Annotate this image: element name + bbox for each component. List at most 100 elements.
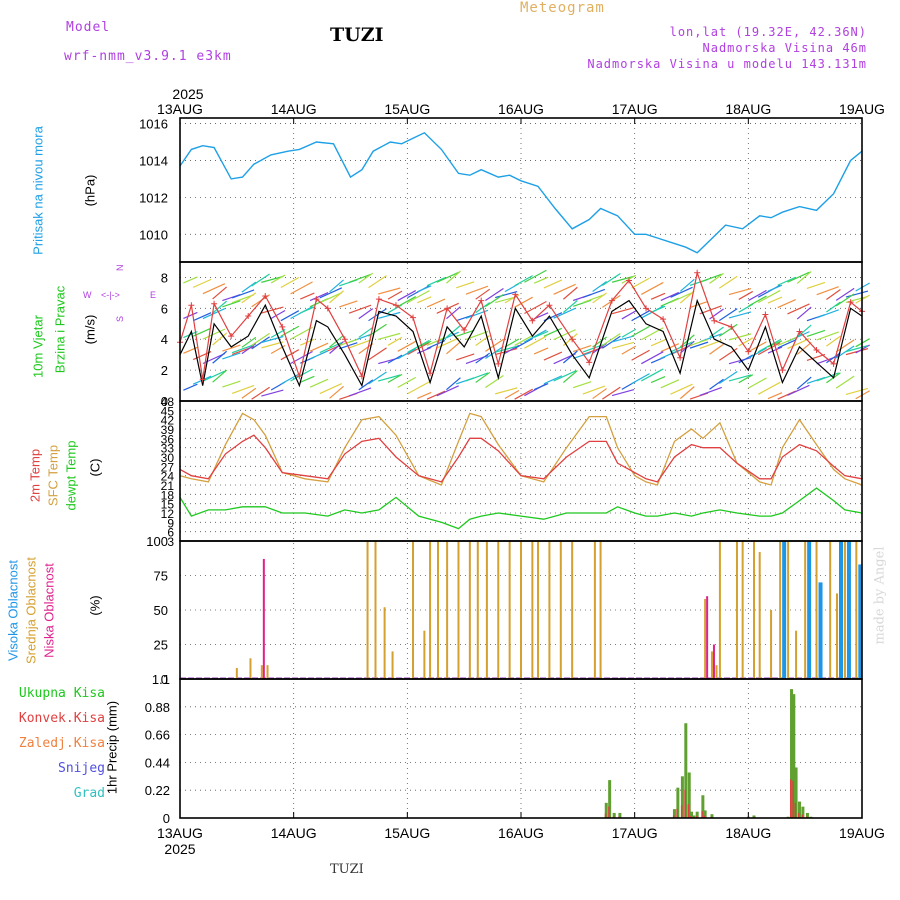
wind-barb (777, 339, 796, 349)
wind-barb (202, 370, 226, 382)
wind-barb (261, 341, 284, 349)
cloud-bar (468, 541, 471, 679)
wind-barb (495, 290, 518, 299)
wind-barb (495, 387, 518, 395)
wind-barb (816, 286, 839, 296)
wind-gust-marker (324, 305, 331, 312)
wind-barb (212, 286, 228, 300)
pressure-tick-label: 1010 (139, 227, 168, 242)
wind-barb (679, 278, 695, 292)
precip-bar (690, 811, 693, 818)
cloud-bar (249, 658, 252, 679)
wind-barb (728, 333, 752, 341)
wind-barb (368, 308, 387, 322)
wind-barb (280, 349, 300, 361)
wind-barb (222, 380, 241, 388)
precip-bar (752, 815, 756, 818)
wind-barb (358, 343, 374, 355)
wind-barb (757, 289, 781, 303)
wind-barb (348, 387, 372, 397)
wind-barb (757, 381, 781, 395)
wind-barb (397, 296, 417, 308)
wind-tick-label: 6 (161, 301, 168, 316)
pressure-tick-label: 1012 (139, 190, 168, 205)
time-label-bottom: 14AUG (271, 825, 317, 841)
temp-tick-label: 3 (167, 535, 174, 549)
wind-barb (212, 332, 228, 346)
temp-tick-label: 42 (161, 414, 175, 428)
wind-barb (358, 308, 374, 320)
wind-barb (514, 337, 533, 349)
cloud-bar (753, 541, 756, 679)
time-label-bottom: 15AUG (384, 825, 430, 841)
cloud-bar (758, 552, 761, 679)
cloud-bar (782, 541, 787, 679)
wind-barb (329, 341, 344, 354)
wind-gust-marker (427, 370, 434, 377)
wind-barb (845, 387, 869, 396)
cloud-tick-label: 75 (154, 569, 168, 584)
wind-barb (485, 338, 504, 352)
wind-gust-marker (569, 336, 576, 343)
wind-gust-marker (625, 277, 632, 284)
cloud-tick-label: 100 (146, 534, 168, 549)
wind-barb (543, 279, 563, 289)
wind-barb (835, 293, 855, 307)
wind-gust-marker (512, 291, 519, 298)
time-label-top: 13AUG (157, 101, 203, 117)
wind-gust-marker (199, 376, 206, 383)
wind-barb (592, 292, 607, 304)
cloud-bar (838, 541, 843, 679)
precip-conv-bar (797, 813, 800, 818)
precip-tick-label: 0.44 (145, 755, 170, 770)
wind-barb (621, 310, 637, 320)
cloud-bar (437, 541, 440, 679)
precip-legend-freezing: Zaledj.Kisa (18, 736, 105, 751)
precip-bar (695, 811, 699, 818)
compass-e: E (150, 290, 156, 300)
time-label-bottom: 13AUG (157, 825, 203, 841)
year-label-bottom: 2025 (164, 841, 195, 857)
wind-barb (533, 330, 549, 338)
wind-gust-marker (358, 373, 365, 380)
wind-barb (835, 287, 855, 301)
precip-bar (790, 689, 794, 818)
wind-barb (582, 288, 606, 298)
pressure-line (179, 131, 863, 254)
time-label-top: 19AUG (839, 101, 885, 117)
dewpt-line (179, 487, 863, 530)
wind-barb (222, 352, 241, 360)
precip-legend-hail: Grad (73, 786, 105, 801)
wind-barb (738, 337, 754, 347)
wind-barb (417, 285, 432, 293)
wind-barb (358, 379, 374, 391)
cloud-bar (383, 607, 386, 679)
wind-gust-marker (495, 360, 502, 367)
wind-barb (660, 349, 680, 359)
precip-conv-bar (703, 815, 706, 818)
wind-barb (397, 376, 417, 388)
wind-barb (212, 300, 228, 314)
wind-barb (348, 273, 372, 283)
wind-barb (446, 324, 461, 338)
wind-barb (709, 272, 724, 284)
temp-tick-label: 9 (167, 516, 174, 530)
wind-barb (533, 276, 549, 284)
wind-gust-marker (643, 305, 650, 312)
cloud-bar (262, 558, 265, 679)
wind-barb (679, 340, 695, 354)
wind-barb (329, 290, 344, 304)
wind-barb (436, 331, 459, 343)
wind-barb (709, 326, 724, 338)
wind-barb (796, 341, 812, 355)
wind-barb (475, 371, 491, 383)
wind-barb (738, 374, 754, 384)
wind-barb (485, 293, 504, 307)
wind-barb (251, 336, 270, 350)
wind-barb (777, 276, 796, 286)
wind-barb (796, 270, 812, 284)
time-label-top: 14AUG (271, 101, 317, 117)
wind-barb (611, 341, 635, 349)
wind-barb (631, 277, 650, 289)
